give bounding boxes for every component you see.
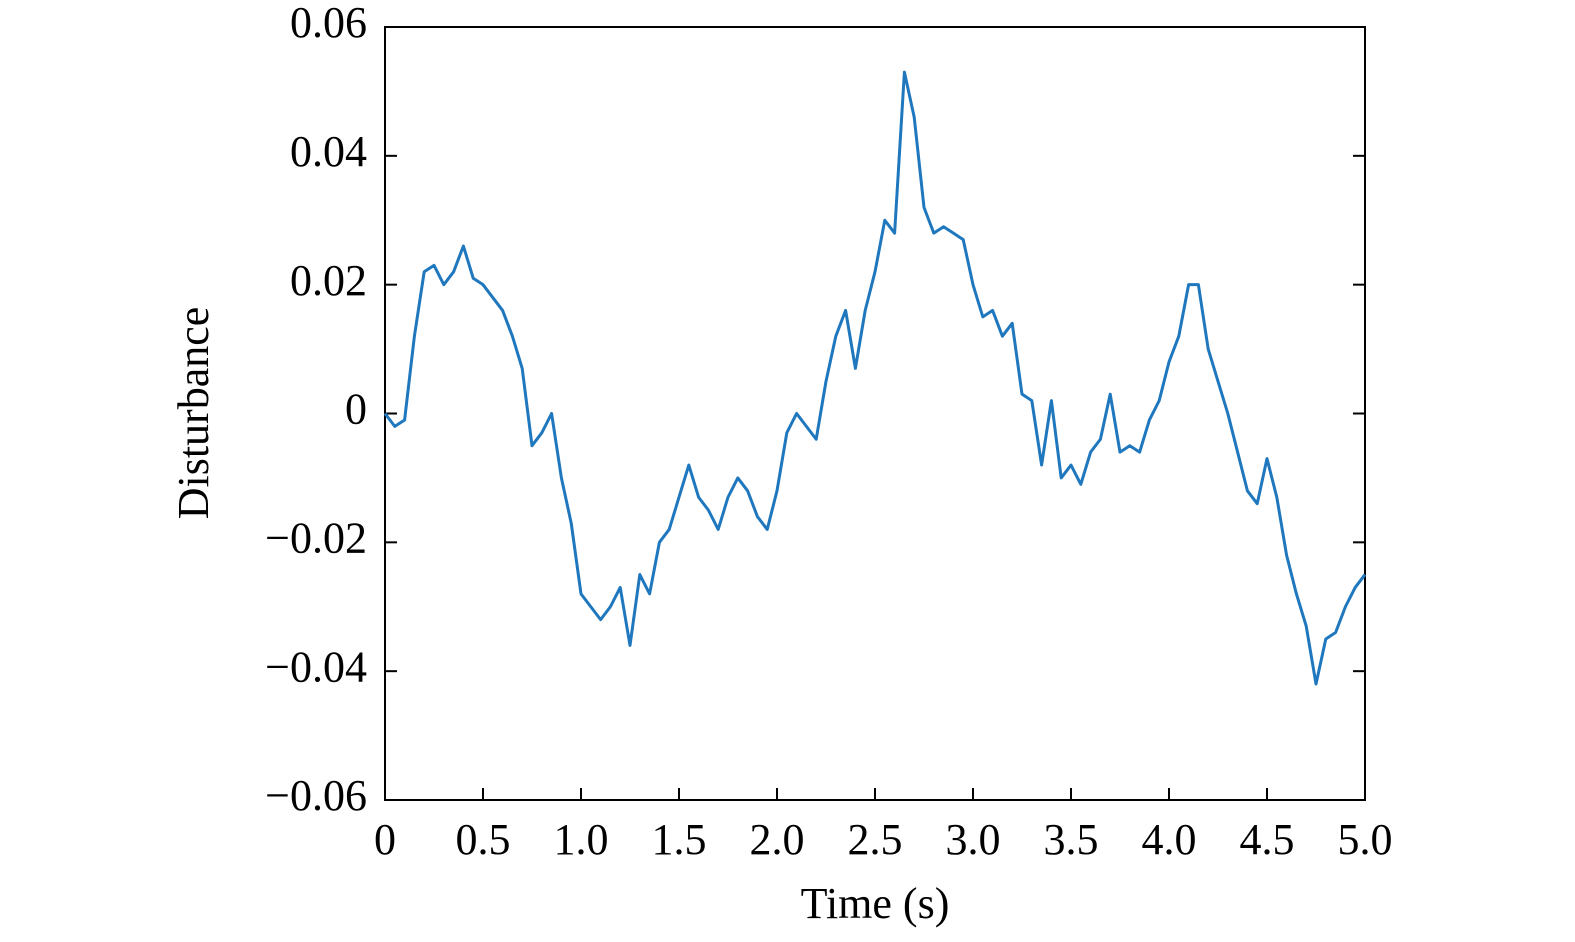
x-tick-label: 2.0: [750, 815, 805, 864]
x-axis-label: Time (s): [801, 879, 950, 928]
x-tick-label: 3.5: [1044, 815, 1099, 864]
x-tick-label: 1.5: [652, 815, 707, 864]
y-tick-label: 0.02: [290, 256, 367, 305]
y-tick-label: −0.06: [265, 771, 367, 820]
y-tick-label: 0.04: [290, 127, 367, 176]
y-tick-label: 0: [345, 385, 367, 434]
x-tick-label: 5.0: [1338, 815, 1393, 864]
x-tick-label: 1.0: [554, 815, 609, 864]
y-tick-label: −0.02: [265, 513, 367, 562]
x-tick-label: 4.5: [1240, 815, 1295, 864]
y-tick-label: −0.04: [265, 642, 367, 691]
x-tick-label: 0: [374, 815, 396, 864]
x-tick-label: 4.0: [1142, 815, 1197, 864]
x-tick-label: 0.5: [456, 815, 511, 864]
plot-frame: [384, 26, 1366, 801]
y-axis-label: Disturbance: [169, 307, 218, 520]
x-tick-label: 3.0: [946, 815, 1001, 864]
x-tick-label: 2.5: [848, 815, 903, 864]
data-line: [383, 70, 1367, 686]
y-tick-label: 0.06: [290, 0, 367, 47]
